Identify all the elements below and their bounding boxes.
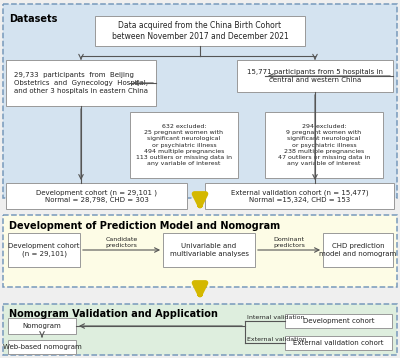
- FancyBboxPatch shape: [6, 183, 187, 209]
- FancyBboxPatch shape: [6, 60, 156, 106]
- FancyBboxPatch shape: [8, 233, 80, 267]
- Text: 15,771 participants from 5 hospitals in
central and western China: 15,771 participants from 5 hospitals in …: [247, 69, 383, 83]
- Text: Nomogram Validation and Application: Nomogram Validation and Application: [9, 309, 218, 319]
- Text: External validation cohort (n = 15,477)
Normal =15,324, CHD = 153: External validation cohort (n = 15,477) …: [231, 189, 368, 203]
- FancyBboxPatch shape: [237, 60, 393, 92]
- Text: 632 excluded:
25 pregnant women with
significant neurological
or psychiatric ill: 632 excluded: 25 pregnant women with sig…: [136, 124, 232, 166]
- FancyBboxPatch shape: [8, 340, 76, 354]
- FancyBboxPatch shape: [285, 336, 392, 350]
- Text: Nomogram: Nomogram: [23, 323, 61, 329]
- FancyBboxPatch shape: [8, 318, 76, 334]
- Text: CHD prediction
model and nomogram: CHD prediction model and nomogram: [319, 243, 397, 257]
- FancyBboxPatch shape: [3, 4, 397, 198]
- FancyBboxPatch shape: [285, 314, 392, 328]
- FancyBboxPatch shape: [3, 304, 397, 355]
- Text: 29,733  participants  from  Beijing
Obstetrics  and  Gynecology  Hospital,
and o: 29,733 participants from Beijing Obstetr…: [14, 73, 148, 93]
- FancyBboxPatch shape: [3, 215, 397, 287]
- Text: 294 excluded:
9 pregnant women with
significant neurological
or psychiatric illn: 294 excluded: 9 pregnant women with sign…: [278, 124, 370, 166]
- FancyBboxPatch shape: [205, 183, 394, 209]
- FancyBboxPatch shape: [323, 233, 393, 267]
- Text: Web-based nomogram: Web-based nomogram: [3, 344, 81, 350]
- Text: External validation: External validation: [247, 337, 306, 342]
- Text: Internal validation: Internal validation: [247, 315, 304, 320]
- Text: Development of Prediction Model and Nomogram: Development of Prediction Model and Nomo…: [9, 221, 280, 231]
- Text: Development cohort (n = 29,101 )
Normal = 28,798, CHD = 303: Development cohort (n = 29,101 ) Normal …: [36, 189, 157, 203]
- Text: Datasets: Datasets: [9, 14, 57, 24]
- FancyBboxPatch shape: [163, 233, 255, 267]
- FancyBboxPatch shape: [95, 16, 305, 46]
- Text: Dominant
predictors: Dominant predictors: [273, 237, 305, 248]
- Text: Development cohort: Development cohort: [303, 318, 374, 324]
- Text: Development cohort
(n = 29,101): Development cohort (n = 29,101): [8, 243, 80, 257]
- FancyBboxPatch shape: [130, 112, 238, 178]
- Text: Univariable and
multivariable analyses: Univariable and multivariable analyses: [170, 243, 248, 257]
- FancyBboxPatch shape: [265, 112, 383, 178]
- Text: Data acquired from the China Birth Cohort
between November 2017 and December 202: Data acquired from the China Birth Cohor…: [112, 21, 288, 41]
- Text: External validation cohort: External validation cohort: [293, 340, 384, 346]
- Text: Candidate
predictors: Candidate predictors: [105, 237, 138, 248]
